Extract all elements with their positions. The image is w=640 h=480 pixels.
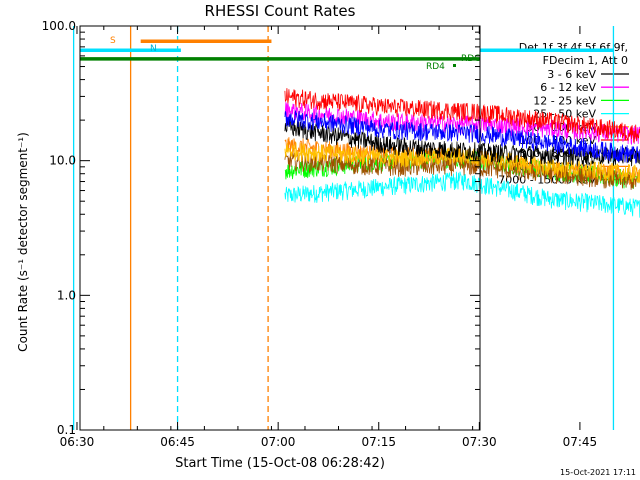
flag-label-n: N — [150, 44, 157, 54]
x-tick-label-5: 07:45 — [563, 435, 598, 449]
axes-frame — [79, 25, 481, 431]
x-tick-label-0: 06:30 — [60, 435, 95, 449]
legend-label-1: 6 - 12 keV — [540, 81, 596, 94]
rd4-marker — [453, 64, 456, 67]
footer-date: 15-Oct-2021 17:11 — [560, 468, 636, 477]
chart-title: RHESSI Count Rates — [205, 2, 356, 20]
series-line-5 — [284, 88, 640, 143]
legend-label-0: 3 - 6 keV — [547, 68, 596, 81]
series-line-8 — [284, 152, 640, 190]
x-tick-label-1: 06:45 — [160, 435, 195, 449]
series-line-6 — [284, 110, 640, 164]
plot-area: S N RD4 RDC — [72, 26, 640, 430]
flag-label-rd4: RD4 — [426, 62, 445, 72]
x-axis-label: Start Time (15-Oct-08 06:28:42) — [175, 456, 385, 471]
legend-label-2: 12 - 25 keV — [533, 94, 596, 107]
x-tick-label-4: 07:30 — [462, 435, 497, 449]
series-line-0 — [284, 118, 640, 167]
flag-label-s: S — [110, 36, 116, 46]
x-tick-label-2: 07:00 — [261, 435, 296, 449]
x-tick-label-3: 07:15 — [361, 435, 396, 449]
y-tick-label-1: 1.0 — [57, 288, 76, 302]
axes: 0.1 1.0 10.0 100.0 06:30 06:45 07:00 07:15 07:30… — [42, 19, 598, 449]
y-axis-label: Count Rate (s⁻¹ detector segment⁻¹) — [16, 132, 30, 352]
detector-info-line-2: FDecim 1, Att 0 — [543, 54, 628, 67]
flag-label-rdc: RDC — [461, 54, 480, 64]
y-tick-label-0: 0.1 — [57, 423, 76, 437]
y-tick-label-3: 100.0 — [42, 19, 76, 33]
series-line-3 — [284, 171, 640, 218]
y-tick-label-2: 10.0 — [49, 154, 76, 168]
